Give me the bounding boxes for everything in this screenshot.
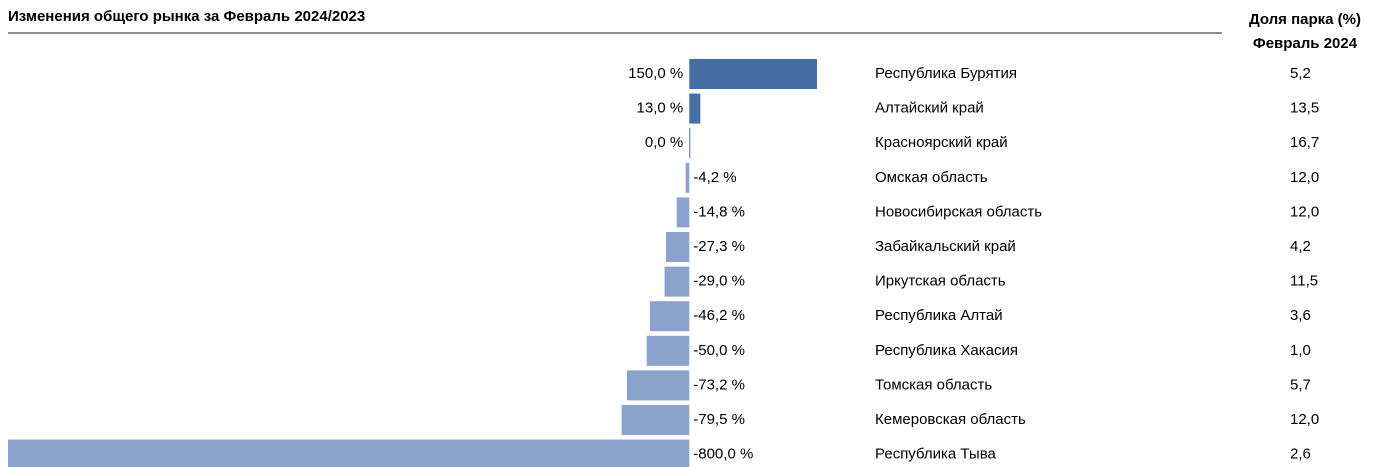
bar xyxy=(689,128,691,159)
bar xyxy=(646,335,690,366)
category-label: Иркутская область xyxy=(875,273,1006,290)
value-label: 150,0 % xyxy=(628,65,683,82)
chart-title: Изменения общего рынка за Февраль 2024/2… xyxy=(8,8,365,25)
value-label: -4,2 % xyxy=(693,169,736,186)
category-label: Кемеровская область xyxy=(875,411,1026,428)
share-value: 12,0 xyxy=(1290,203,1319,220)
value-label: -29,0 % xyxy=(693,273,745,290)
value-label: -14,8 % xyxy=(693,203,745,220)
bar xyxy=(676,197,690,228)
category-label: Омская область xyxy=(875,169,988,186)
share-value: 3,6 xyxy=(1290,307,1311,324)
bar xyxy=(649,301,690,332)
bar xyxy=(689,59,817,89)
bar xyxy=(664,266,690,297)
share-value: 5,2 xyxy=(1290,65,1311,82)
category-label: Республика Бурятия xyxy=(875,65,1017,82)
share-value: 11,5 xyxy=(1290,273,1318,290)
share-value: 16,7 xyxy=(1290,134,1319,151)
share-value: 12,0 xyxy=(1290,169,1319,186)
category-label: Алтайский край xyxy=(875,100,984,117)
category-label: Забайкальский край xyxy=(875,238,1016,255)
value-label: -800,0 % xyxy=(693,446,753,463)
bar xyxy=(689,93,701,124)
bar xyxy=(626,370,690,401)
value-label: -27,3 % xyxy=(693,238,745,255)
share-value: 12,0 xyxy=(1290,411,1319,428)
value-label: 13,0 % xyxy=(637,100,684,117)
category-label: Республика Алтай xyxy=(875,307,1003,324)
share-value: 2,6 xyxy=(1290,446,1311,463)
category-label: Республика Хакасия xyxy=(875,342,1018,359)
share-value: 13,5 xyxy=(1290,100,1319,117)
bar xyxy=(621,405,690,435)
value-label: -50,0 % xyxy=(693,342,745,359)
bar xyxy=(685,162,690,193)
share-value: 5,7 xyxy=(1290,376,1311,393)
value-label: -46,2 % xyxy=(693,307,745,324)
bar xyxy=(8,439,690,467)
category-label: Томская область xyxy=(875,376,992,393)
category-label: Красноярский край xyxy=(875,134,1008,151)
value-label: -79,5 % xyxy=(693,411,745,428)
share-value: 1,0 xyxy=(1290,342,1311,359)
category-label: Республика Тыва xyxy=(875,446,997,463)
share-value: 4,2 xyxy=(1290,238,1311,255)
value-label: 0,0 % xyxy=(645,134,683,151)
share-header: Февраль 2024 xyxy=(1253,35,1358,52)
bar xyxy=(666,232,690,262)
category-label: Новосибирская область xyxy=(875,203,1042,220)
share-header: Доля парка (%) xyxy=(1249,11,1361,28)
value-label: -73,2 % xyxy=(693,376,745,393)
